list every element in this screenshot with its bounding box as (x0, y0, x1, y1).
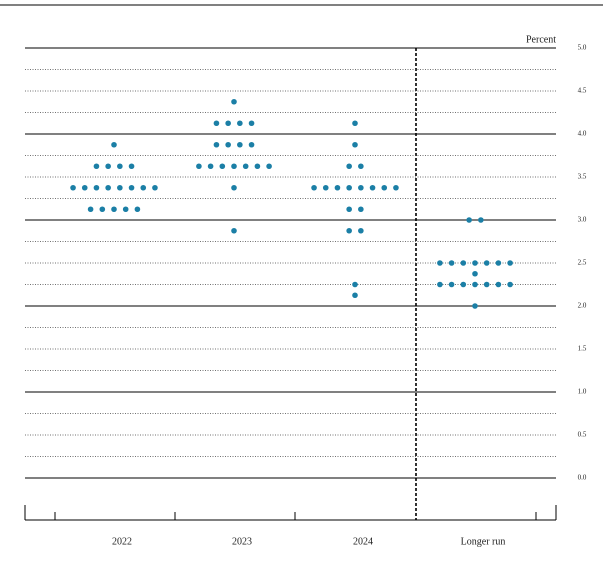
dot (478, 217, 484, 223)
x-tick-label: 2024 (353, 536, 373, 547)
dot (472, 303, 478, 309)
dot (358, 206, 364, 213)
y-tick-label: 3.0 (578, 216, 587, 224)
dot (358, 227, 364, 234)
dot (495, 281, 502, 288)
dot (81, 184, 88, 191)
dot (225, 120, 231, 127)
dot (231, 184, 237, 191)
dot (231, 227, 237, 234)
dot (231, 98, 237, 105)
dot (460, 281, 467, 288)
y-axis-label: Percent (526, 34, 556, 45)
dot (87, 206, 94, 213)
dot (248, 141, 255, 148)
dot (437, 260, 443, 266)
dot (472, 260, 478, 266)
dot (242, 163, 249, 170)
dot (358, 184, 364, 191)
dot (346, 184, 352, 191)
y-tick-label: 0.0 (578, 474, 587, 482)
y-tick-label: 1.5 (578, 345, 587, 353)
dot (105, 163, 111, 170)
dot (472, 270, 478, 277)
dot (334, 184, 341, 191)
dot (128, 184, 135, 191)
dot (437, 281, 443, 288)
dot (266, 163, 272, 170)
dot (134, 206, 141, 213)
dot (111, 141, 117, 148)
dot (369, 184, 376, 191)
dot (117, 184, 123, 191)
dot (140, 184, 147, 191)
x-tick-label: 2022 (112, 536, 132, 547)
dot (111, 206, 117, 213)
dot (507, 260, 513, 266)
dot (105, 184, 111, 191)
dot (352, 141, 358, 148)
dot (346, 163, 352, 170)
dot (495, 260, 502, 266)
y-tick-label: 2.0 (578, 302, 587, 310)
dot (225, 141, 231, 148)
dot (448, 281, 455, 288)
dot (70, 184, 76, 191)
dot (381, 184, 388, 191)
y-tick-label: 1.0 (578, 388, 587, 396)
dot (213, 141, 220, 148)
dot (254, 163, 261, 170)
dot (117, 163, 123, 170)
dot (231, 163, 237, 170)
dot (352, 292, 358, 299)
y-tick-label: 3.5 (578, 173, 587, 181)
x-tick-label: 2023 (232, 536, 252, 547)
dot (448, 260, 455, 266)
dot (207, 163, 214, 170)
y-tick-label: 0.5 (578, 431, 587, 439)
dot (352, 281, 358, 288)
dot (358, 163, 364, 170)
dot (346, 206, 352, 213)
dot (346, 227, 352, 234)
dot (93, 163, 100, 170)
dot (99, 206, 106, 213)
dot (460, 260, 467, 266)
dot (483, 281, 490, 288)
dot (152, 184, 158, 191)
dot (393, 184, 399, 191)
dot (311, 184, 317, 191)
x-tick-label: Longer run (461, 536, 506, 547)
dot (196, 163, 202, 170)
dot (352, 120, 358, 127)
y-tick-label: 5.0 (578, 44, 587, 52)
dot (507, 281, 513, 288)
dot (219, 163, 226, 170)
y-tick-label: 2.5 (578, 259, 587, 267)
dot (213, 120, 220, 127)
dot (322, 184, 329, 191)
dot (128, 163, 135, 170)
y-tick-label: 4.0 (578, 130, 587, 138)
y-tick-label: 4.5 (578, 87, 587, 95)
dot (237, 120, 243, 127)
dot (483, 260, 490, 266)
dot (93, 184, 100, 191)
dot (248, 120, 255, 127)
dot (466, 217, 472, 223)
dot (122, 206, 129, 213)
dot (472, 281, 478, 288)
dot (237, 141, 243, 148)
